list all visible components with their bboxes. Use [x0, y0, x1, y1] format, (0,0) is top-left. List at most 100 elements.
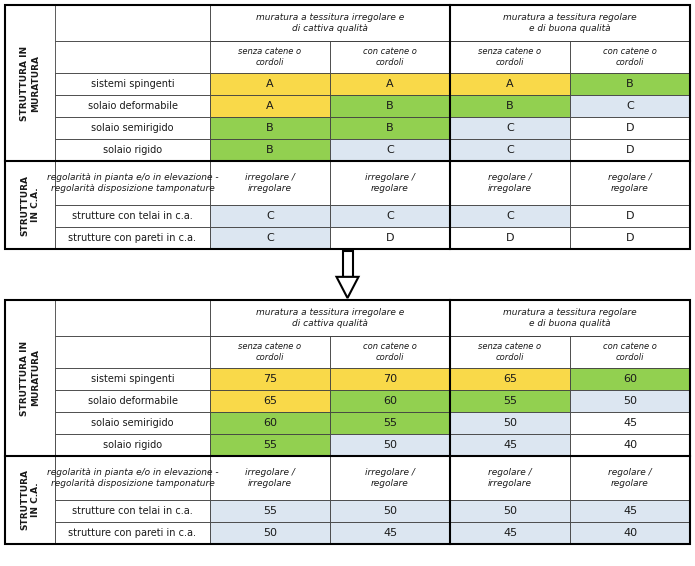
- Bar: [570, 412, 690, 434]
- Bar: [330, 205, 450, 227]
- Text: 45: 45: [623, 418, 637, 428]
- Text: sistemi spingenti: sistemi spingenti: [90, 79, 174, 89]
- Bar: [450, 368, 570, 390]
- Text: 55: 55: [383, 418, 397, 428]
- Bar: [450, 456, 570, 500]
- Bar: [570, 456, 690, 500]
- Bar: [210, 227, 330, 249]
- Text: muratura a tessitura regolare
e di buona qualità: muratura a tessitura regolare e di buona…: [503, 13, 637, 33]
- Bar: [5, 300, 55, 456]
- Bar: [55, 390, 210, 412]
- Bar: [450, 300, 690, 336]
- Bar: [5, 41, 210, 73]
- Text: STRUTTURA IN
MURATURA: STRUTTURA IN MURATURA: [20, 45, 40, 121]
- Text: 50: 50: [383, 506, 397, 516]
- Text: C: C: [506, 123, 514, 133]
- Text: irregolare /
regolare: irregolare / regolare: [365, 173, 415, 193]
- Text: A: A: [266, 79, 274, 89]
- Text: 70: 70: [383, 374, 397, 384]
- Text: senza catene o
cordoli: senza catene o cordoli: [238, 342, 302, 362]
- Bar: [570, 73, 690, 95]
- Text: C: C: [386, 211, 394, 221]
- Bar: [330, 336, 450, 368]
- Bar: [55, 368, 210, 390]
- Text: regolare /
irregolare: regolare / irregolare: [488, 468, 532, 488]
- Bar: [570, 227, 690, 249]
- Bar: [330, 368, 450, 390]
- Bar: [450, 117, 570, 139]
- Text: A: A: [506, 79, 514, 89]
- Bar: [330, 95, 450, 117]
- Bar: [570, 139, 690, 161]
- Bar: [330, 161, 450, 205]
- Bar: [570, 205, 690, 227]
- Bar: [330, 41, 450, 73]
- Text: 50: 50: [503, 506, 517, 516]
- Bar: [210, 95, 330, 117]
- Bar: [450, 41, 570, 73]
- Bar: [5, 5, 210, 41]
- Bar: [55, 139, 210, 161]
- Bar: [55, 205, 210, 227]
- Text: D: D: [386, 233, 394, 243]
- Bar: [330, 456, 450, 500]
- Text: solaio rigido: solaio rigido: [103, 145, 162, 155]
- Bar: [450, 390, 570, 412]
- Text: C: C: [506, 211, 514, 221]
- Bar: [210, 300, 450, 336]
- Text: 45: 45: [503, 528, 517, 538]
- Text: con catene o
cordoli: con catene o cordoli: [363, 342, 417, 362]
- Text: B: B: [266, 123, 274, 133]
- Bar: [5, 300, 210, 336]
- Text: strutture con pareti in c.a.: strutture con pareti in c.a.: [69, 528, 197, 538]
- Text: STRUTTURA IN
MURATURA: STRUTTURA IN MURATURA: [20, 340, 40, 415]
- Text: STRUTTURA
IN C.A.: STRUTTURA IN C.A.: [20, 174, 40, 235]
- Bar: [330, 117, 450, 139]
- Bar: [210, 41, 330, 73]
- Text: 45: 45: [383, 528, 397, 538]
- Bar: [210, 390, 330, 412]
- Text: 55: 55: [263, 440, 277, 450]
- Bar: [210, 139, 330, 161]
- Text: regolarità in pianta e/o in elevazione -
regolarità disposizione tamponature: regolarità in pianta e/o in elevazione -…: [47, 173, 218, 193]
- Text: D: D: [626, 233, 635, 243]
- Text: regolarità in pianta e/o in elevazione -
regolarità disposizione tamponature: regolarità in pianta e/o in elevazione -…: [47, 468, 218, 488]
- Bar: [55, 434, 210, 456]
- Bar: [210, 205, 330, 227]
- Bar: [570, 368, 690, 390]
- Bar: [570, 390, 690, 412]
- Text: 45: 45: [623, 506, 637, 516]
- Bar: [450, 500, 570, 522]
- Bar: [5, 300, 690, 544]
- Text: con catene o
cordoli: con catene o cordoli: [363, 47, 417, 67]
- Bar: [450, 95, 570, 117]
- Bar: [55, 73, 210, 95]
- Text: strutture con pareti in c.a.: strutture con pareti in c.a.: [69, 233, 197, 243]
- Text: senza catene o
cordoli: senza catene o cordoli: [478, 342, 541, 362]
- Bar: [5, 161, 55, 249]
- Bar: [5, 5, 690, 249]
- Text: 55: 55: [503, 396, 517, 406]
- Text: muratura a tessitura regolare
e di buona qualità: muratura a tessitura regolare e di buona…: [503, 308, 637, 328]
- Text: irregolare /
irregolare: irregolare / irregolare: [245, 173, 295, 193]
- Text: muratura a tessitura irregolare e
di cattiva qualità: muratura a tessitura irregolare e di cat…: [256, 308, 404, 328]
- Text: 50: 50: [623, 396, 637, 406]
- Bar: [330, 390, 450, 412]
- Bar: [210, 368, 330, 390]
- Text: 50: 50: [263, 528, 277, 538]
- Bar: [55, 456, 210, 500]
- Text: 40: 40: [623, 440, 637, 450]
- Bar: [450, 139, 570, 161]
- Text: regolare /
regolare: regolare / regolare: [608, 173, 652, 193]
- Bar: [55, 412, 210, 434]
- Bar: [450, 522, 570, 544]
- Bar: [570, 117, 690, 139]
- Bar: [450, 5, 690, 41]
- Bar: [330, 73, 450, 95]
- Text: 65: 65: [263, 396, 277, 406]
- Bar: [450, 434, 570, 456]
- Bar: [210, 336, 330, 368]
- Text: regolare /
irregolare: regolare / irregolare: [488, 173, 532, 193]
- Text: solaio deformabile: solaio deformabile: [88, 396, 177, 406]
- Bar: [210, 522, 330, 544]
